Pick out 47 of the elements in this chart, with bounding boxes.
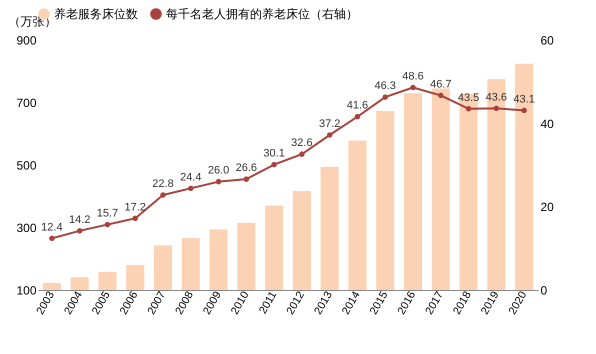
point — [521, 108, 527, 114]
y-tick-label: 900 — [16, 34, 37, 48]
point — [466, 106, 472, 112]
point — [299, 151, 305, 157]
data-label: 32.6 — [291, 137, 313, 150]
y-tick-label: 300 — [16, 221, 37, 235]
y2-tick-label: 0 — [540, 284, 548, 298]
data-label: 43.5 — [458, 92, 480, 104]
data-label: 12.4 — [41, 221, 63, 234]
point — [216, 178, 222, 184]
point — [382, 94, 388, 100]
point — [188, 186, 194, 192]
point — [494, 106, 500, 112]
data-label: 46.3 — [374, 80, 396, 92]
y-tick-label: 700 — [16, 96, 37, 110]
data-label: 24.4 — [180, 171, 202, 184]
point — [244, 176, 250, 182]
data-label: 17.2 — [124, 201, 146, 214]
data-label: 22.8 — [152, 178, 174, 190]
data-label: 26.6 — [236, 162, 258, 174]
point — [438, 92, 444, 98]
legend-label: 养老服务床位数 — [54, 7, 138, 21]
data-label: 37.2 — [318, 118, 340, 130]
data-label: 30.1 — [263, 148, 285, 160]
data-label: 43.1 — [513, 93, 535, 106]
data-label: 15.7 — [96, 208, 118, 220]
point — [49, 236, 55, 242]
point — [271, 162, 277, 168]
data-label: 46.7 — [430, 78, 452, 90]
point — [160, 192, 166, 198]
data-label: 14.2 — [68, 214, 90, 226]
point — [104, 222, 110, 228]
data-label: 26.0 — [208, 164, 230, 177]
point — [410, 84, 416, 90]
data-label: 48.6 — [402, 70, 424, 82]
point — [76, 228, 82, 234]
legend-label: 每千名老人拥有的养老床位（右轴） — [166, 7, 358, 21]
point — [354, 114, 360, 120]
data-label: 41.6 — [346, 100, 368, 112]
y-tick-label: 100 — [16, 284, 37, 298]
y2-tick-label: 20 — [540, 200, 554, 214]
y2-tick-label: 40 — [540, 116, 554, 131]
y2-tick-label: 60 — [540, 34, 554, 48]
y-tick-label: 500 — [16, 158, 37, 172]
point — [326, 132, 332, 138]
data-label: 43.6 — [486, 91, 508, 104]
point — [132, 216, 138, 222]
